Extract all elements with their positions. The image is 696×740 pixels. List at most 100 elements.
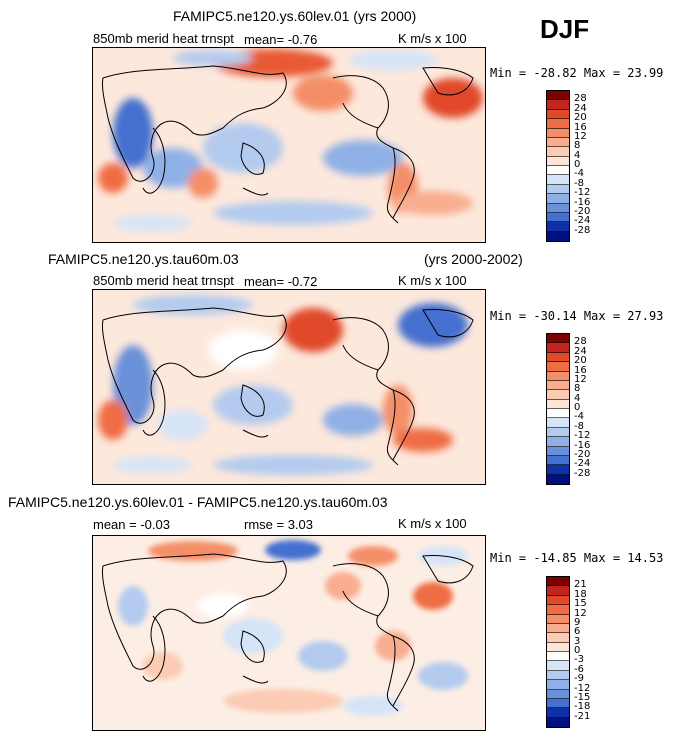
- contour-fill: [118, 540, 468, 716]
- colorbar-swatch: [547, 194, 569, 204]
- colorbar-swatch: [547, 222, 569, 232]
- colorbar-label: 12: [574, 373, 587, 385]
- panel-2-colorbar-labels: 28 24 20 16 12 8 4 0 -4 -8 -12 -16 -20 -…: [574, 333, 604, 483]
- colorbar-swatch: [547, 137, 569, 148]
- colorbar-swatch: [547, 184, 569, 195]
- colorbar-label: 8: [574, 140, 581, 152]
- panel-1-colorbar: [546, 90, 570, 242]
- colorbar-label: -12: [574, 682, 591, 694]
- coastlines: [102, 307, 474, 466]
- panel-1-minmax: Min = -28.82 Max = 23.99: [490, 66, 664, 80]
- colorbar-label: -12: [574, 187, 591, 199]
- colorbar-swatch: [547, 175, 569, 185]
- colorbar-swatch: [547, 708, 569, 718]
- panel-2-title: FAMIPC5.ne120.ys.tau60m.03: [48, 251, 239, 267]
- contour-fill: [98, 295, 468, 475]
- colorbar-swatch: [547, 119, 569, 129]
- season-label: DJF: [540, 14, 590, 44]
- colorbar-label: 28: [574, 336, 587, 348]
- panel-1-map: [92, 47, 486, 243]
- colorbar-label: 0: [574, 645, 581, 656]
- colorbar-swatch: [547, 446, 569, 456]
- colorbar-swatch: [547, 595, 569, 606]
- colorbar-swatch: [547, 352, 569, 363]
- colorbar-swatch: [547, 156, 569, 166]
- panel-3-minmax: Min = -14.85 Max = 14.53: [490, 551, 664, 565]
- colorbar-swatch: [547, 128, 569, 138]
- colorbar-label: 6: [574, 626, 581, 638]
- colorbar-swatch: [547, 343, 569, 353]
- colorbar-label: 28: [574, 93, 587, 105]
- colorbar-label: -12: [574, 430, 591, 442]
- colorbar-label: -28: [574, 224, 591, 236]
- colorbar-swatch: [547, 371, 569, 381]
- colorbar-swatch: [547, 689, 569, 699]
- colorbar-label: -16: [574, 439, 591, 451]
- colorbar-label: -20: [574, 448, 591, 460]
- colorbar-label: 24: [574, 102, 587, 114]
- colorbar-swatch: [547, 633, 569, 643]
- colorbar-swatch: [547, 418, 569, 428]
- colorbar-label: -24: [574, 458, 591, 470]
- colorbar-swatch: [547, 437, 569, 447]
- colorbar-swatch: [547, 334, 569, 344]
- panel-3-rmse: rmse = 3.03: [244, 517, 314, 532]
- colorbar-label: 0: [574, 159, 581, 170]
- colorbar-swatch: [547, 623, 569, 634]
- colorbar-swatch: [547, 231, 569, 241]
- colorbar-swatch: [547, 91, 569, 101]
- colorbar-label: 8: [574, 383, 581, 395]
- colorbar-label: 9: [574, 616, 581, 628]
- colorbar-label: -8: [574, 177, 584, 189]
- colorbar-swatch: [547, 577, 569, 587]
- colorbar-label: 12: [574, 130, 587, 142]
- colorbar-swatch: [547, 399, 569, 409]
- colorbar-swatch: [547, 642, 569, 652]
- coastlines: [102, 553, 474, 712]
- panel-2-minmax: Min = -30.14 Max = 27.93: [490, 309, 664, 323]
- colorbar-label: 16: [574, 121, 587, 133]
- colorbar-label: 3: [574, 635, 581, 647]
- colorbar-swatch: [547, 390, 569, 400]
- panel-2-map: [92, 289, 486, 485]
- colorbar-label: -6: [574, 663, 584, 675]
- colorbar-label: -4: [574, 411, 584, 423]
- colorbar-swatch: [547, 586, 569, 596]
- colorbar-label: -4: [574, 168, 584, 180]
- colorbar-label: -16: [574, 196, 591, 208]
- colorbar-swatch: [547, 166, 569, 176]
- colorbar-swatch: [547, 652, 569, 662]
- colorbar-label: 20: [574, 355, 587, 367]
- colorbar-swatch: [547, 427, 569, 438]
- colorbar-swatch: [547, 465, 569, 475]
- colorbar-label: 21: [574, 579, 587, 591]
- panel-3-colorbar-labels: 21 18 15 12 9 6 3 0 -3 -6 -9 -12 -15 -18…: [574, 576, 604, 726]
- colorbar-label: -9: [574, 673, 584, 685]
- colorbar-swatch: [547, 717, 569, 727]
- colorbar-label: 15: [574, 598, 587, 610]
- colorbar-swatch: [547, 661, 569, 671]
- colorbar-label: -15: [574, 691, 591, 703]
- colorbar-label: -3: [574, 654, 584, 666]
- colorbar-label: 20: [574, 112, 587, 124]
- panel-1-title: FAMIPC5.ne120.ys.60lev.01 (yrs 2000): [173, 8, 417, 24]
- panel-1-units: K m/s x 100: [398, 31, 467, 46]
- colorbar-swatch: [547, 474, 569, 484]
- coastlines: [102, 65, 474, 224]
- colorbar-label: -21: [574, 710, 591, 722]
- panel-3-map: [92, 535, 486, 731]
- panel-2-colorbar: [546, 333, 570, 485]
- panel-2-mean: mean= -0.72: [244, 274, 318, 289]
- colorbar-swatch: [547, 100, 569, 110]
- panel-1-mean: mean= -0.76: [244, 32, 318, 47]
- contour-fill: [98, 49, 483, 231]
- colorbar-label: 0: [574, 402, 581, 413]
- colorbar-label: -20: [574, 205, 591, 217]
- panel-1-colorbar-labels: 28 24 20 16 12 8 4 0 -4 -8 -12 -16 -20 -…: [574, 90, 604, 240]
- colorbar-swatch: [547, 380, 569, 391]
- colorbar-swatch: [547, 455, 569, 466]
- colorbar-swatch: [547, 362, 569, 372]
- panel-3-colorbar: [546, 576, 570, 728]
- colorbar-label: -8: [574, 420, 584, 432]
- panel-2-units: K m/s x 100: [398, 273, 467, 288]
